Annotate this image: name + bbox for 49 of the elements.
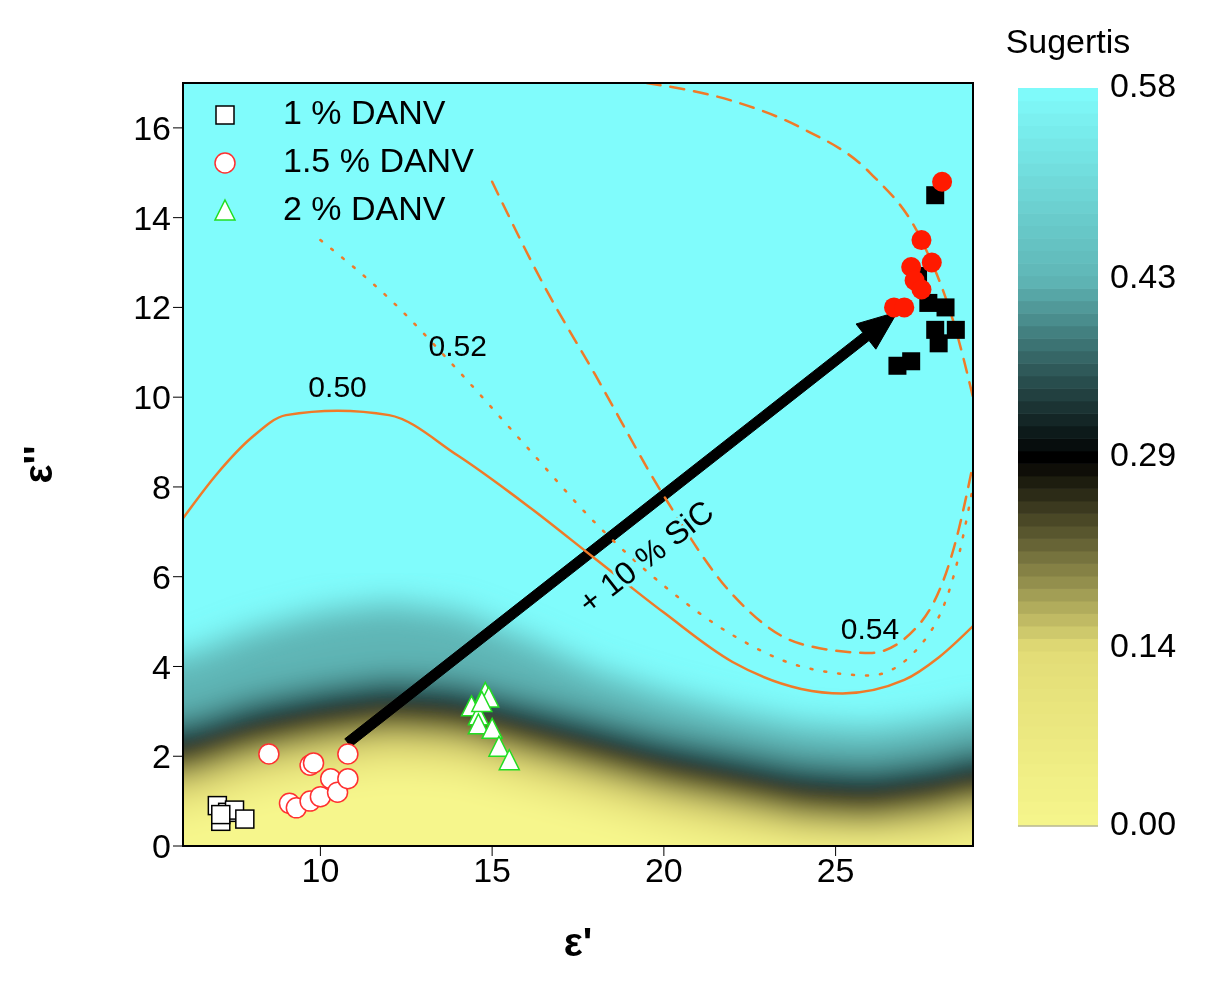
point	[337, 743, 359, 765]
y-tick-label: 14	[133, 198, 171, 237]
y-tick-label: 6	[152, 557, 171, 596]
color-bar-label: 0.00	[1110, 803, 1177, 842]
point	[921, 252, 942, 273]
legend-label: 1.5 % DANV	[283, 140, 475, 179]
point	[488, 735, 510, 758]
y-axis-title: ε''	[16, 445, 61, 484]
point	[911, 230, 932, 251]
x-axis-title: ε'	[563, 920, 593, 964]
annotation: + 10 % SiC	[571, 492, 721, 621]
legend-label: 1 % DANV	[283, 92, 446, 131]
y-tick-label: 8	[152, 468, 171, 507]
annotation: 0.52	[428, 329, 487, 363]
legend-label: 2 % DANV	[283, 188, 446, 227]
color-bar-label: 0.43	[1110, 256, 1177, 295]
point	[337, 767, 359, 790]
color-bar-label: 0.58	[1110, 65, 1177, 104]
color-bar-label: 0.29	[1110, 434, 1177, 473]
y-tick-label: 10	[133, 378, 171, 417]
point	[211, 804, 231, 825]
y-tick-label: 2	[152, 737, 171, 776]
line-series	[490, 180, 973, 655]
point	[235, 809, 255, 829]
point	[936, 298, 955, 317]
y-tick-label: 16	[133, 108, 171, 147]
x-tick-label: 10	[301, 851, 340, 890]
point	[258, 743, 280, 765]
point	[481, 717, 503, 740]
point	[911, 279, 932, 300]
annotation: 0.50	[308, 369, 367, 403]
point	[946, 320, 965, 339]
point	[471, 690, 493, 713]
line-series	[183, 409, 973, 695]
color-bar-title: Sugertis	[1005, 22, 1131, 60]
x-tick-label: 15	[473, 851, 512, 890]
point	[498, 748, 521, 771]
line-series	[645, 83, 973, 399]
point	[929, 334, 948, 353]
y-tick-label: 4	[152, 647, 171, 686]
x-tick-label: 25	[816, 851, 855, 890]
annotation: 0.54	[840, 611, 900, 645]
x-tick-label: 20	[644, 851, 683, 890]
point	[309, 785, 332, 808]
y-tick-label: 12	[133, 288, 171, 327]
y-tick-label: 0	[152, 827, 171, 866]
point	[902, 352, 921, 371]
point	[932, 171, 953, 192]
color-bar-label: 0.14	[1110, 625, 1177, 664]
